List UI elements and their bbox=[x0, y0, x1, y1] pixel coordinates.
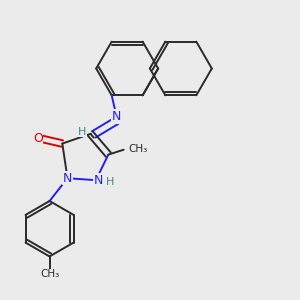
Text: CH₃: CH₃ bbox=[128, 144, 147, 154]
Text: H: H bbox=[105, 177, 114, 187]
Text: N: N bbox=[63, 172, 72, 185]
Text: N: N bbox=[94, 174, 103, 187]
Text: CH₃: CH₃ bbox=[40, 269, 59, 279]
Text: H: H bbox=[78, 127, 86, 137]
Text: O: O bbox=[33, 132, 43, 145]
Text: N: N bbox=[112, 110, 121, 123]
